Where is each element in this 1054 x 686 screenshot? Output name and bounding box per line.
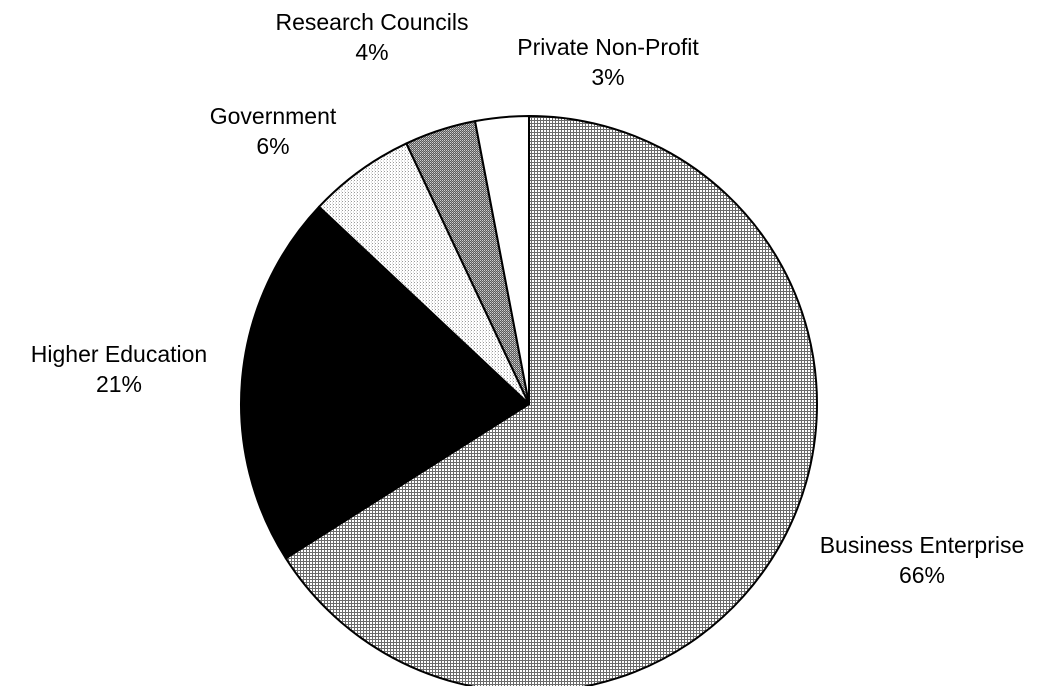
slice-value-government: 6% [256,133,289,159]
slice-value-private-non-profit: 3% [591,64,624,90]
slice-value-business-enterprise: 66% [899,562,945,588]
slice-label-research-councils: Research Councils [275,9,468,35]
slice-label-government: Government [210,103,337,129]
slice-label-business-enterprise: Business Enterprise [820,532,1025,558]
slice-value-higher-education: 21% [96,371,142,397]
pie-slices [240,115,818,686]
slice-value-research-councils: 4% [355,39,388,65]
slice-private-non-profit [474,115,530,405]
slice-label-private-non-profit: Private Non-Profit [517,34,699,60]
slice-higher-education [240,205,530,560]
slice-label-higher-education: Higher Education [31,341,207,367]
pie-labels: Business Enterprise 66% Higher Education 21… [31,9,1025,588]
slice-business-enterprise [284,115,818,686]
